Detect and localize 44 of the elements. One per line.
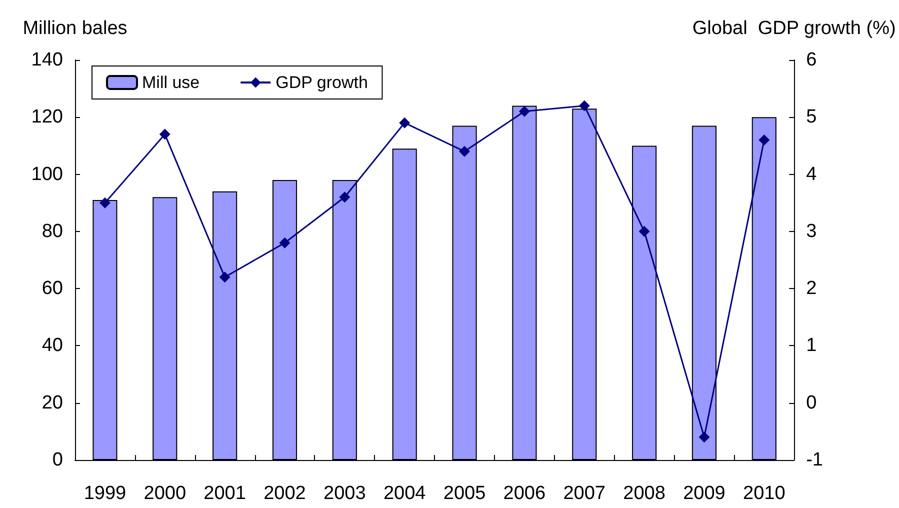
point (279, 237, 290, 248)
x-tick-label: 2001 (204, 483, 246, 504)
point (219, 272, 230, 283)
y2-tick-label: -1 (806, 450, 824, 470)
x-tick-label: 2000 (144, 483, 186, 504)
y-tick-label: 120 (31, 106, 63, 128)
point (159, 128, 170, 140)
y2-tick-label: 3 (806, 220, 817, 242)
point (638, 226, 650, 237)
y-tick-label: 100 (31, 164, 63, 185)
y-tick-label: 0 (52, 450, 63, 470)
y-tick-label: 80 (42, 220, 63, 242)
x-tick-label: 2007 (563, 483, 606, 504)
point (518, 106, 530, 117)
point (399, 117, 410, 128)
x-tick-label: 2003 (324, 483, 366, 504)
x-tick-label: 2005 (443, 483, 486, 504)
point (339, 192, 350, 203)
x-tick-label: 2004 (383, 483, 426, 504)
y2-tick-label: 0 (806, 392, 817, 414)
y2-tick-label: 6 (806, 50, 817, 70)
point (698, 432, 710, 443)
y2-tick-label: 4 (806, 164, 818, 185)
y2-tick-label: 1 (806, 335, 817, 356)
x-tick-label: 2008 (623, 483, 666, 504)
y2-axis-title: Global GDP growth (%) (692, 18, 896, 39)
y-tick-label: 40 (42, 335, 63, 356)
x-tick-label: 2002 (264, 483, 306, 504)
point (99, 197, 110, 208)
y-tick-label: 60 (42, 278, 63, 300)
point (758, 134, 770, 146)
x-tick-label: 2010 (743, 483, 786, 504)
legend-label: GDP growth (276, 73, 368, 92)
y2-tick-label: 5 (806, 106, 817, 128)
y-tick-label: 140 (31, 50, 63, 70)
point (459, 146, 470, 157)
point (578, 100, 590, 112)
y-tick-label: 20 (42, 392, 63, 414)
x-tick-label: 2009 (683, 483, 726, 504)
x-tick-label: 1999 (84, 483, 126, 504)
y2-tick-label: 2 (806, 278, 817, 300)
y-axis-title: Million bales (22, 18, 128, 39)
legend-label: Mill use (142, 73, 200, 92)
x-tick-label: 2006 (503, 483, 546, 504)
